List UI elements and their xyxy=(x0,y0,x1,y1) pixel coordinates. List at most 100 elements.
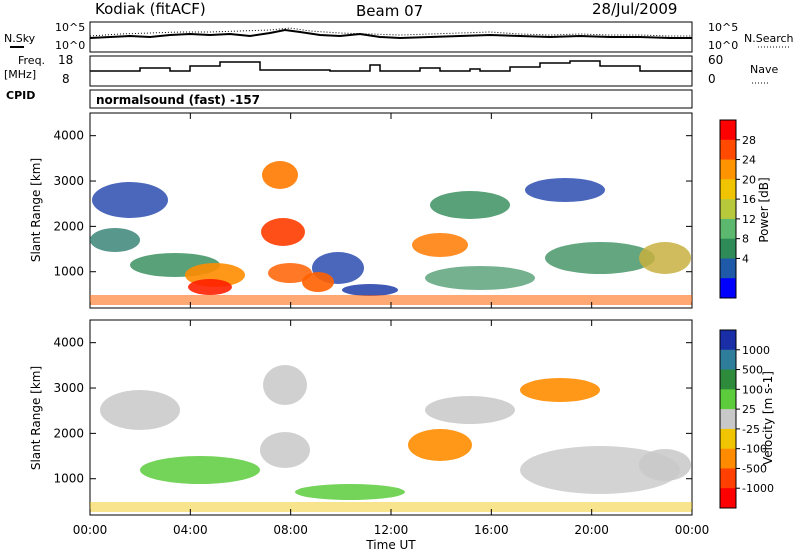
power-panel-frame xyxy=(89,112,693,309)
colorbar-tick-label: 20 xyxy=(742,173,756,186)
power-region xyxy=(268,263,312,283)
colorbar-swatch xyxy=(720,238,736,259)
y-tick-label: 1000 xyxy=(53,265,84,279)
velocity-region xyxy=(100,390,180,430)
power-ylabel: Slant Range [km] xyxy=(29,158,43,262)
colorbar-swatch xyxy=(720,199,736,220)
colorbar-swatch xyxy=(720,278,736,299)
y-tick-label: 3000 xyxy=(53,174,84,188)
power-region xyxy=(525,178,605,202)
colorbar-tick-label: 25 xyxy=(742,403,756,416)
nave-label: Nave xyxy=(750,63,778,76)
x-tick-label: 20:00 xyxy=(574,523,609,537)
colorbar-tick-label: 4 xyxy=(742,252,749,265)
velocity-scatter xyxy=(90,365,692,512)
power-region xyxy=(302,272,334,292)
colorbar-swatch xyxy=(720,409,736,430)
cpid-label: CPID xyxy=(6,89,35,102)
velocity-region xyxy=(260,432,310,468)
nsky-label: N.Sky xyxy=(4,32,36,45)
x-tick-label: 04:00 xyxy=(173,523,208,537)
colorbar-swatch xyxy=(720,120,736,141)
velocity-region xyxy=(295,484,405,500)
colorbar-tick-label: 100 xyxy=(742,383,763,396)
velocity-region xyxy=(520,446,680,494)
colorbar-swatch xyxy=(720,330,736,351)
nsearch-line xyxy=(89,27,692,37)
power-region xyxy=(92,182,168,218)
power-region xyxy=(90,295,692,305)
colorbar-tick-label: -500 xyxy=(742,462,767,475)
colorbar-tick-label: -25 xyxy=(742,423,760,436)
time-axis: 00:00 04:00 08:00 12:00 16:00 20:00 00:00 xyxy=(73,113,710,537)
velocity-colorbar-label: Velocity [m s-1] xyxy=(761,371,775,465)
power-colorbar-label: Power [dB] xyxy=(757,177,771,242)
freq-tick-low: 8 xyxy=(62,72,70,86)
colorbar-frame xyxy=(719,329,737,509)
colorbar-tick-label: -1000 xyxy=(742,482,774,495)
y-tick-label: 4000 xyxy=(53,129,84,143)
colorbar-swatch xyxy=(720,428,736,450)
colorbar-swatch xyxy=(720,488,736,509)
colorbar-swatch xyxy=(720,389,736,410)
velocity-ylabel: Slant Range [km] xyxy=(29,366,43,470)
y-tick-label: 4000 xyxy=(53,336,84,350)
colorbar-tick-label: 500 xyxy=(742,364,763,377)
x-tick-label: 00:00 xyxy=(73,523,108,537)
colorbar-swatch xyxy=(720,139,736,161)
beam-title: Beam 07 xyxy=(356,2,423,20)
nave-tick-high: 60 xyxy=(708,53,723,67)
colorbar-swatch xyxy=(720,179,736,200)
power-region xyxy=(342,284,398,296)
power-region xyxy=(262,161,298,189)
colorbar-tick-label: -100 xyxy=(742,443,767,456)
freq-line xyxy=(90,60,692,72)
colorbar-swatch xyxy=(720,258,736,279)
freq-unit-label: [MHz] xyxy=(4,68,36,81)
y-tick-label: 3000 xyxy=(53,381,84,395)
x-tick-label: 00:00 xyxy=(675,523,710,537)
velocity-region xyxy=(263,365,307,405)
colorbar-swatch xyxy=(720,448,736,469)
x-tick-label: 08:00 xyxy=(273,523,308,537)
colorbar-tick-label: 1000 xyxy=(742,344,770,357)
power-scatter xyxy=(90,161,692,305)
velocity-region xyxy=(520,378,600,402)
velocity-region xyxy=(140,456,260,484)
colorbar-swatch xyxy=(720,349,736,371)
power-region xyxy=(412,233,468,257)
colorbar-swatch xyxy=(720,159,736,180)
colorbar-swatch xyxy=(720,468,736,489)
colorbar-swatch xyxy=(720,369,736,390)
velocity-region xyxy=(408,429,472,461)
colorbar-tick-label: 16 xyxy=(742,193,756,206)
power-region xyxy=(545,242,655,274)
nsky-tick-low: 10^0 xyxy=(55,39,85,52)
colorbar-swatch xyxy=(720,218,736,240)
nsky-line xyxy=(89,28,692,40)
power-axes: 4000 3000 2000 1000 xyxy=(53,129,692,279)
y-tick-label: 2000 xyxy=(53,426,84,440)
nave-tick-low: 0 xyxy=(708,72,716,86)
nsearch-label: N.Search xyxy=(744,32,794,45)
nsearch-tick-low: 10^0 xyxy=(708,39,738,52)
power-region xyxy=(639,242,691,274)
power-region xyxy=(188,279,232,295)
colorbar-frame xyxy=(719,119,737,299)
cpid-panel-frame xyxy=(89,89,693,109)
x-tick-label: 12:00 xyxy=(374,523,409,537)
x-tick-label: 16:00 xyxy=(474,523,509,537)
power-region xyxy=(261,218,305,246)
date-title: 28/Jul/2009 xyxy=(592,0,677,18)
nsearch-tick-high: 10^5 xyxy=(708,21,738,34)
time-axis-label: Time UT xyxy=(365,538,416,552)
cpid-text: normalsound (fast) -157 xyxy=(96,93,260,107)
velocity-region xyxy=(90,502,692,512)
colorbar-tick-label: 8 xyxy=(742,233,749,246)
velocity-region xyxy=(639,449,691,481)
colorbar-tick-label: 12 xyxy=(742,213,756,226)
y-tick-label: 1000 xyxy=(53,472,84,486)
freq-label: Freq. xyxy=(18,54,45,67)
colorbar-tick-label: 24 xyxy=(742,154,756,167)
velocity-colorbar: 1000 500 100 25 -25 -100 -500 -1000 xyxy=(719,329,774,509)
